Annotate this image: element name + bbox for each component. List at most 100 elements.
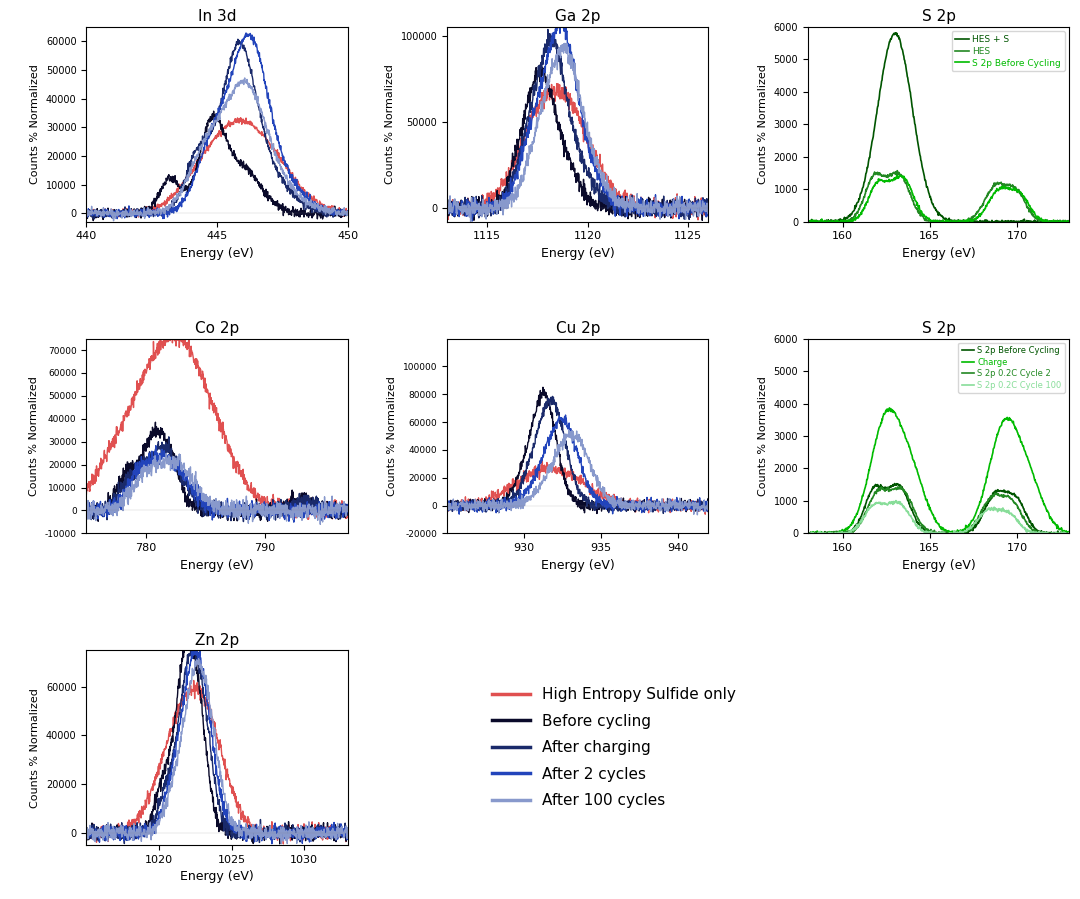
S 2p 0.2C Cycle 2 — [1063, 528, 1076, 539]
Y-axis label: Counts % Normalized: Counts % Normalized — [30, 65, 40, 184]
S 2p 0.2C Cycle 2 — [920, 523, 933, 534]
S 2p Before Cycling — [890, 170, 903, 181]
Title: S 2p: S 2p — [921, 321, 956, 336]
S 2p Before Cycling — [976, 506, 989, 517]
Y-axis label: Counts % Normalized: Counts % Normalized — [386, 65, 395, 184]
Y-axis label: Counts % Normalized: Counts % Normalized — [388, 376, 397, 496]
HES — [976, 200, 989, 210]
HES — [931, 218, 944, 229]
S 2p Before Cycling — [999, 486, 1012, 497]
S 2p 0.2C Cycle 100 — [920, 527, 933, 538]
Line: S 2p 0.2C Cycle 2: S 2p 0.2C Cycle 2 — [808, 486, 1069, 536]
Title: Co 2p: Co 2p — [195, 321, 239, 336]
Legend: S 2p Before Cycling, Charge, S 2p 0.2C Cycle 2, S 2p 0.2C Cycle 100: S 2p Before Cycling, Charge, S 2p 0.2C C… — [958, 343, 1065, 393]
S 2p 0.2C Cycle 100 — [801, 528, 814, 539]
HES + S — [999, 217, 1012, 227]
S 2p 0.2C Cycle 100 — [848, 524, 861, 535]
S 2p 0.2C Cycle 2 — [894, 481, 907, 492]
S 2p 0.2C Cycle 2 — [848, 525, 861, 536]
S 2p Before Cycling — [1063, 527, 1076, 538]
S 2p 0.2C Cycle 2 — [999, 491, 1012, 502]
Charge — [869, 438, 882, 449]
Line: S 2p 0.2C Cycle 100: S 2p 0.2C Cycle 100 — [808, 501, 1069, 536]
HES — [868, 169, 881, 180]
Title: Cu 2p: Cu 2p — [555, 321, 600, 336]
X-axis label: Energy (eV): Energy (eV) — [180, 870, 254, 884]
HES — [999, 181, 1012, 191]
Line: HES + S: HES + S — [808, 33, 1069, 225]
S 2p 0.2C Cycle 2 — [956, 528, 969, 539]
Title: In 3d: In 3d — [198, 9, 237, 24]
S 2p Before Cycling — [956, 218, 969, 228]
S 2p Before Cycling — [976, 206, 989, 217]
S 2p 0.2C Cycle 2 — [801, 530, 814, 540]
S 2p Before Cycling — [999, 183, 1012, 194]
S 2p 0.2C Cycle 100 — [804, 530, 816, 541]
S 2p 0.2C Cycle 2 — [822, 530, 835, 541]
HES + S — [1042, 219, 1055, 230]
X-axis label: Energy (eV): Energy (eV) — [180, 558, 254, 572]
Charge — [920, 494, 933, 505]
Title: Zn 2p: Zn 2p — [195, 633, 239, 647]
X-axis label: Energy (eV): Energy (eV) — [902, 558, 975, 572]
Charge — [801, 528, 814, 539]
Y-axis label: Counts % Normalized: Counts % Normalized — [758, 376, 768, 496]
Y-axis label: Counts % Normalized: Counts % Normalized — [30, 688, 40, 807]
HES — [801, 217, 814, 227]
X-axis label: Energy (eV): Energy (eV) — [541, 558, 615, 572]
HES + S — [956, 216, 969, 227]
S 2p 0.2C Cycle 100 — [999, 506, 1012, 517]
S 2p Before Cycling — [869, 178, 882, 189]
HES + S — [889, 28, 902, 39]
Line: Charge: Charge — [808, 408, 1069, 536]
X-axis label: Energy (eV): Energy (eV) — [902, 247, 975, 260]
Legend: High Entropy Sulfide only, Before cycling, After charging, After 2 cycles, After: High Entropy Sulfide only, Before cyclin… — [486, 681, 742, 814]
S 2p Before Cycling — [920, 212, 933, 223]
HES + S — [920, 182, 933, 192]
Charge — [883, 403, 896, 414]
S 2p Before Cycling — [869, 479, 882, 490]
Line: S 2p Before Cycling: S 2p Before Cycling — [808, 484, 1069, 536]
S 2p 0.2C Cycle 100 — [956, 529, 969, 539]
HES + S — [1063, 218, 1076, 229]
Charge — [999, 414, 1012, 425]
S 2p Before Cycling — [1063, 216, 1076, 227]
S 2p 0.2C Cycle 100 — [869, 499, 882, 510]
S 2p Before Cycling — [848, 521, 861, 532]
S 2p Before Cycling — [801, 217, 814, 227]
X-axis label: Energy (eV): Energy (eV) — [180, 247, 254, 260]
HES + S — [848, 205, 861, 216]
Legend: HES + S, HES, S 2p Before Cycling: HES + S, HES, S 2p Before Cycling — [951, 31, 1065, 71]
HES — [920, 215, 933, 226]
HES — [1063, 216, 1076, 227]
S 2p Before Cycling — [888, 478, 901, 489]
S 2p 0.2C Cycle 2 — [869, 486, 882, 497]
Y-axis label: Counts % Normalized: Counts % Normalized — [758, 65, 768, 184]
S 2p Before Cycling — [833, 530, 846, 541]
Line: HES: HES — [808, 171, 1069, 224]
Charge — [848, 513, 861, 524]
S 2p Before Cycling — [801, 529, 814, 539]
X-axis label: Energy (eV): Energy (eV) — [541, 247, 615, 260]
HES — [956, 215, 969, 226]
HES + S — [868, 120, 881, 130]
Charge — [1063, 527, 1076, 538]
Charge — [810, 530, 823, 541]
S 2p Before Cycling — [848, 214, 861, 225]
S 2p Before Cycling — [956, 529, 969, 539]
S 2p 0.2C Cycle 100 — [890, 495, 903, 506]
Charge — [976, 485, 989, 495]
S 2p Before Cycling — [920, 527, 933, 538]
S 2p 0.2C Cycle 100 — [1063, 529, 1076, 539]
Y-axis label: Counts % Normalized: Counts % Normalized — [29, 376, 39, 496]
S 2p 0.2C Cycle 100 — [976, 508, 989, 519]
Line: S 2p Before Cycling: S 2p Before Cycling — [808, 175, 1069, 224]
HES + S — [976, 216, 989, 227]
S 2p Before Cycling — [827, 218, 840, 229]
S 2p 0.2C Cycle 2 — [976, 503, 989, 513]
HES + S — [801, 216, 814, 227]
Charge — [956, 525, 969, 536]
HES — [848, 211, 861, 222]
HES — [891, 165, 904, 176]
Title: S 2p: S 2p — [921, 9, 956, 24]
